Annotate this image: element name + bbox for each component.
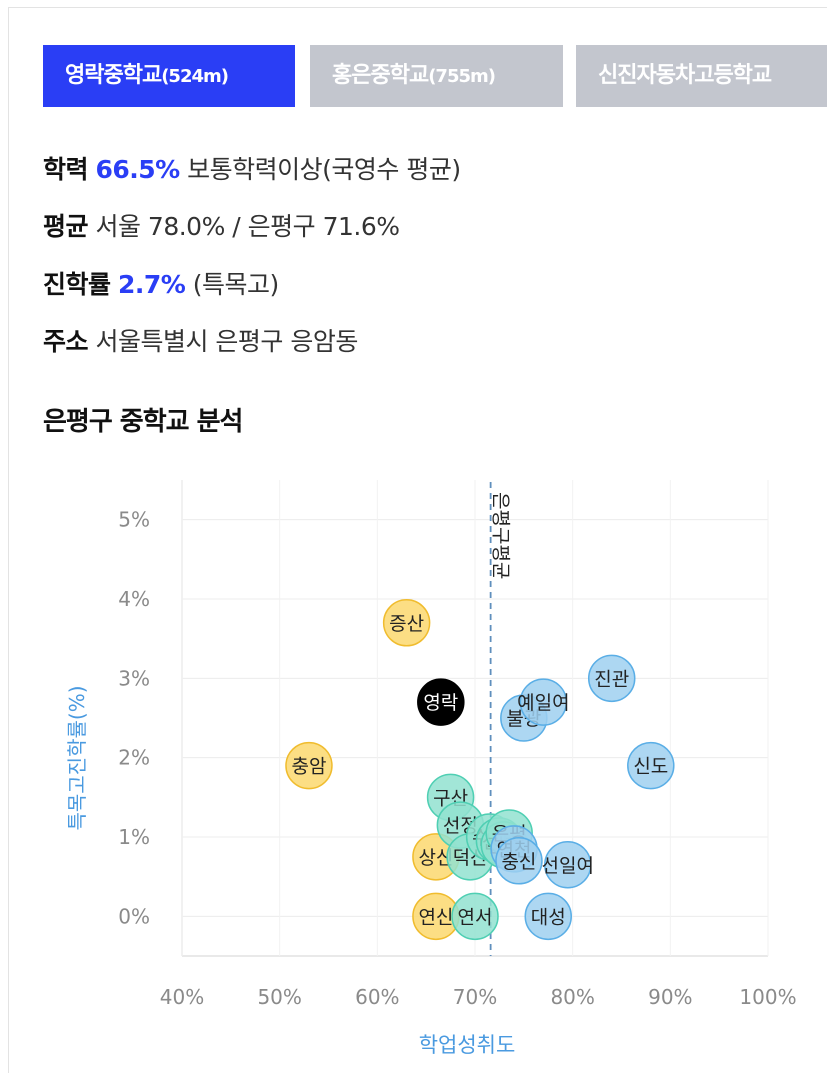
data-point bbox=[495, 837, 543, 885]
data-point-label: 연서 bbox=[458, 906, 493, 928]
rate-desc: (특목고) bbox=[192, 270, 280, 299]
frame-border-top bbox=[8, 7, 827, 8]
x-tick-label: 40% bbox=[160, 985, 204, 1009]
address-row: 주소 서울특별시 은평구 응암동 bbox=[43, 322, 358, 358]
tab-school-name: 홍은중학교 bbox=[332, 63, 429, 88]
data-point-label: 대성 bbox=[531, 906, 566, 928]
y-tick-label: 2% bbox=[118, 746, 150, 770]
x-tick-label: 60% bbox=[355, 985, 399, 1009]
data-point bbox=[587, 654, 636, 703]
tab-school-2[interactable]: 신진자동차고등학교 bbox=[576, 45, 827, 107]
section-title: 은평구 중학교 분석 bbox=[43, 407, 243, 437]
tab-school-1[interactable]: 홍은중학교(755m) bbox=[310, 45, 563, 107]
data-point-label: 선일여 bbox=[542, 855, 594, 877]
rate-label: 진학률 bbox=[43, 270, 111, 299]
data-point-label: 충신 bbox=[501, 851, 536, 873]
scatter-chart: 0% 1% 2% 3% 4% 5% 40% 50% 60% 70% 80% 90% 100% 학업성취도 특… bbox=[65, 480, 797, 1057]
data-point bbox=[519, 678, 568, 726]
tab-school-distance: (755m) bbox=[428, 66, 496, 87]
rate-value: 2.7% bbox=[117, 270, 186, 299]
data-point-label: 신도 bbox=[633, 756, 668, 778]
data-point bbox=[451, 892, 499, 941]
address-label: 주소 bbox=[43, 327, 89, 356]
data-point bbox=[627, 741, 675, 790]
tab-school-name: 신진자동차고등학교 bbox=[598, 63, 772, 88]
data-point-label: 충암 bbox=[291, 756, 326, 778]
average-row: 평균 서울 78.0% / 은평구 71.6% bbox=[43, 207, 400, 243]
average-label: 평균 bbox=[43, 212, 89, 241]
data-point-label: 예일여 bbox=[517, 692, 569, 714]
data-point bbox=[285, 741, 333, 790]
data-point bbox=[382, 599, 431, 647]
y-tick-label: 3% bbox=[118, 666, 150, 690]
rate-row: 진학률 2.7% (특목고) bbox=[43, 265, 279, 301]
data-point-label: 영락 bbox=[423, 692, 458, 714]
y-tick-label: 5% bbox=[118, 508, 150, 532]
tab-school-name: 영락중학교 bbox=[65, 63, 162, 88]
academic-row: 학력 66.5% 보통학력이상(국영수 평균) bbox=[43, 150, 461, 186]
data-point bbox=[544, 841, 592, 889]
data-point-label: 증산 bbox=[389, 613, 424, 635]
tab-school-distance: (524m) bbox=[161, 66, 229, 87]
academic-label: 학력 bbox=[43, 155, 89, 184]
academic-value: 66.5% bbox=[95, 155, 180, 184]
data-point bbox=[524, 892, 572, 941]
data-point bbox=[417, 678, 465, 726]
academic-desc: 보통학력이상(국영수 평균) bbox=[187, 155, 461, 184]
x-axis-title: 학업성취도 bbox=[419, 1033, 516, 1057]
average-value: 서울 78.0% / 은평구 71.6% bbox=[95, 212, 400, 241]
frame-border-left bbox=[8, 7, 9, 1073]
data-point-label: 연신 bbox=[418, 906, 453, 928]
data-point-label: 진관 bbox=[594, 668, 629, 690]
y-tick-label: 1% bbox=[118, 825, 150, 849]
y-tick-label: 4% bbox=[118, 587, 150, 611]
y-tick-label: 0% bbox=[118, 904, 150, 928]
school-tabs: 영락중학교(524m) 홍은중학교(755m) 신진자동차고등학교 bbox=[43, 45, 827, 107]
average-reference-label: 은평구평균 bbox=[490, 492, 512, 579]
address-value: 서울특별시 은평구 응암동 bbox=[95, 327, 358, 356]
x-tick-label: 90% bbox=[648, 985, 692, 1009]
x-tick-label: 70% bbox=[453, 985, 497, 1009]
x-tick-label: 100% bbox=[739, 985, 796, 1009]
y-axis-title: 특목고진학률(%) bbox=[65, 685, 89, 830]
data-point-label: 상신 bbox=[418, 847, 453, 869]
x-tick-label: 50% bbox=[257, 985, 301, 1009]
x-tick-label: 80% bbox=[550, 985, 594, 1009]
tab-school-0[interactable]: 영락중학교(524m) bbox=[43, 45, 295, 107]
